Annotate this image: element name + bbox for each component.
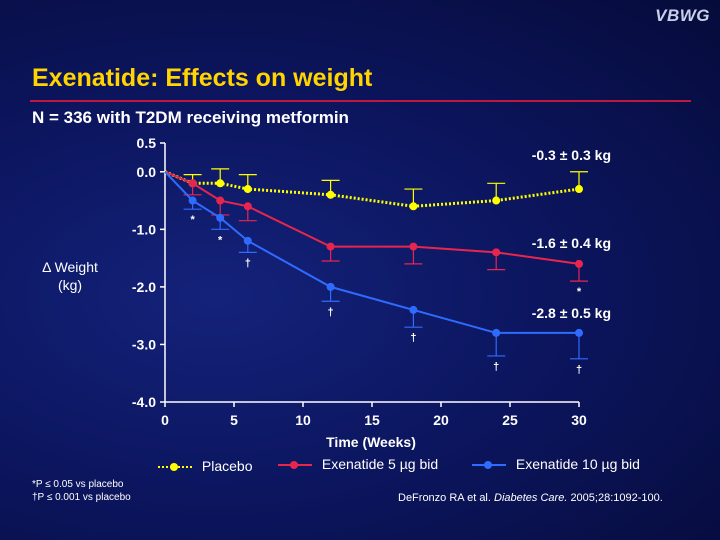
legend-label-exenatide-5: Exenatide 5 µg bid: [321, 456, 439, 472]
footnote-2: †P ≤ 0.001 vs placebo: [32, 492, 131, 503]
y-tick-label: -2.0: [132, 279, 156, 295]
x-tick-label: 20: [433, 412, 449, 428]
y-axis-label-line1: Δ Weight: [42, 259, 98, 275]
significance-mark: *: [218, 234, 223, 246]
citation-authors: DeFronzo RA et al.: [398, 492, 491, 504]
data-point: [492, 248, 501, 257]
end-label-exenatide_10: -2.8 ± 0.5 kg: [532, 305, 611, 321]
data-point: [409, 242, 418, 251]
end-label-placebo: -0.3 ± 0.3 kg: [532, 147, 611, 163]
vbwg-logo: VBWG: [655, 6, 710, 25]
chart-axes: 0.5 0.0 -1.0 -2.0 -3.0 -4.0 0 5 10 15 20 25 30: [132, 135, 587, 428]
citation-journal: Diabetes Care.: [494, 492, 568, 504]
data-point: [216, 179, 225, 188]
significance-mark: †: [576, 364, 582, 376]
footnotes: *P ≤ 0.05 vs placebo †P ≤ 0.001 vs place…: [32, 478, 131, 504]
x-tick-label: 0: [161, 412, 169, 428]
legend-item-exenatide-5: Exenatide 5 µg bid: [278, 456, 438, 472]
y-tick-label: -3.0: [132, 336, 156, 352]
data-point: [575, 185, 583, 194]
legend-item-exenatide-10: Exenatide 10 µg bid: [472, 456, 640, 472]
title-underline: [30, 100, 691, 102]
legend-swatch-exenatide-10: [472, 461, 506, 470]
legend-label-placebo: Placebo: [201, 458, 253, 474]
x-axis-label: Time (Weeks): [326, 434, 416, 450]
y-tick-label: 0.5: [137, 135, 157, 151]
x-tick-label: 15: [364, 412, 380, 428]
series-exenatide_5: * -1.6 ± 0.4 kg: [164, 170, 611, 298]
data-point: [243, 202, 252, 211]
significance-mark: *: [577, 286, 582, 298]
legend-label-exenatide-10: Exenatide 10 µg bid: [515, 456, 640, 472]
significance-mark: †: [410, 332, 416, 344]
x-tick-label: 25: [502, 412, 518, 428]
footnote-1: *P ≤ 0.05 vs placebo: [32, 479, 124, 490]
significance-mark: †: [245, 257, 251, 269]
data-point: [243, 185, 252, 194]
data-point: [492, 328, 501, 337]
data-point: [492, 196, 501, 205]
legend-swatch-placebo: [158, 463, 192, 472]
x-tick-label: 5: [230, 412, 238, 428]
y-axis-label: Δ Weight (kg): [30, 258, 110, 294]
legend-swatch-exenatide-5: [278, 461, 312, 470]
slide-subtitle: N = 336 with T2DM receiving metformin: [32, 108, 349, 127]
x-tick-label: 10: [295, 412, 311, 428]
data-point: [188, 179, 197, 188]
series-placebo: -0.3 ± 0.3 kg: [164, 147, 611, 211]
data-point: [243, 236, 252, 245]
citation: DeFronzo RA et al. Diabetes Care. 2005;2…: [398, 492, 663, 504]
series-line-exenatide_5: [164, 170, 580, 265]
data-point: [409, 202, 418, 211]
y-axis-label-line2: (kg): [57, 277, 83, 293]
series-exenatide_10: * * † † † † † -2.8 ± 0.5 kg: [164, 171, 611, 376]
y-tick-label: -4.0: [132, 394, 156, 410]
legend-item-placebo: Placebo: [158, 458, 252, 474]
data-point: [575, 328, 583, 337]
data-point: [575, 259, 583, 268]
significance-mark: †: [493, 361, 499, 373]
y-tick-label: 0.0: [137, 164, 157, 180]
significance-mark: †: [328, 306, 334, 318]
slide-title: Exenatide: Effects on weight: [32, 64, 373, 92]
data-point: [326, 282, 335, 291]
series-line-placebo: [164, 170, 580, 208]
chart-series: -0.3 ± 0.3 kg * -1.6 ± 0.4 kg * * † † † † † -2.8 ±…: [164, 147, 611, 376]
series-line-exenatide_10: [164, 171, 579, 334]
data-point: [326, 190, 335, 199]
citation-ref: 2005;28:1092-100.: [570, 492, 663, 504]
data-point: [188, 196, 197, 205]
data-point: [216, 213, 225, 222]
x-tick-label: 30: [571, 412, 587, 428]
data-point: [216, 196, 225, 205]
end-label-exenatide_5: -1.6 ± 0.4 kg: [532, 235, 611, 251]
y-tick-label: -1.0: [132, 221, 156, 237]
data-point: [409, 305, 418, 314]
significance-mark: *: [190, 214, 195, 226]
data-point: [326, 242, 335, 251]
